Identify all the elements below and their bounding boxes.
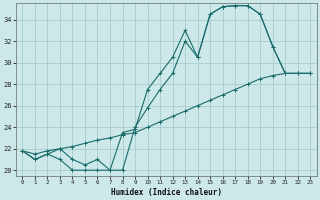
X-axis label: Humidex (Indice chaleur): Humidex (Indice chaleur): [111, 188, 222, 197]
